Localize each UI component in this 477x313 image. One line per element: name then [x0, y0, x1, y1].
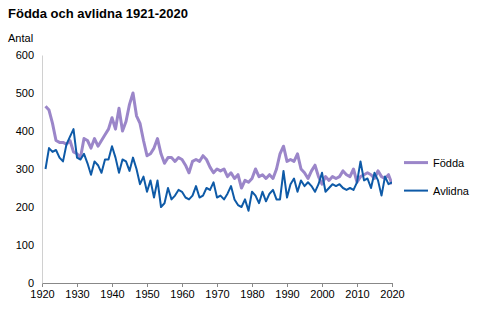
legend-swatch — [404, 190, 428, 192]
y-tick-label: 100 — [16, 239, 34, 251]
x-tick-mark — [112, 283, 113, 287]
y-tick-label: 300 — [16, 163, 34, 175]
x-tick-mark — [182, 283, 183, 287]
x-axis: 1920 1930 1940 1950 1960 1970 1980 1990 2000 2010… — [30, 283, 404, 300]
x-tick-label: 1990 — [275, 288, 299, 300]
x-tick-label: 1980 — [240, 288, 264, 300]
x-tick-mark — [77, 283, 78, 287]
x-tick: 1950 — [135, 283, 159, 300]
y-tick: 400 — [16, 125, 42, 137]
legend-label: Avlidna — [433, 185, 470, 197]
y-tick-label: 600 — [16, 49, 34, 61]
x-tick: 1980 — [240, 283, 264, 300]
line-series — [46, 129, 393, 211]
y-tick-label: 500 — [16, 87, 34, 99]
x-tick-mark — [42, 283, 43, 287]
x-tick-mark — [147, 283, 148, 287]
x-tick: 1960 — [170, 283, 194, 300]
line-series — [46, 93, 393, 188]
x-tick: 1970 — [205, 283, 229, 300]
x-tick-mark — [392, 283, 393, 287]
y-tick: 300 — [16, 163, 42, 175]
title: Födda och avlidna 1921-2020 — [8, 6, 188, 21]
legend: Födda Avlidna — [404, 157, 470, 197]
x-tick: 2020 — [380, 283, 404, 300]
y-tick: 100 — [16, 239, 42, 251]
y-tick: 200 — [16, 201, 42, 213]
y-tick-label: 0 — [28, 277, 34, 289]
y-tick: 600 — [16, 49, 42, 61]
x-tick-mark — [217, 283, 218, 287]
y-tick-label: 400 — [16, 125, 34, 137]
x-tick-mark — [322, 283, 323, 287]
x-tick-label: 1960 — [170, 288, 194, 300]
x-tick-mark — [357, 283, 358, 287]
y-tick: 0 — [28, 277, 42, 289]
y-axis-label: Antal — [8, 32, 33, 44]
x-tick: 1940 — [100, 283, 124, 300]
legend-label: Födda — [433, 157, 465, 169]
plot-area — [46, 93, 393, 211]
x-tick-mark — [252, 283, 253, 287]
y-axis-line — [42, 56, 43, 284]
x-tick-label: 2020 — [380, 288, 404, 300]
x-axis-line — [43, 284, 393, 288]
x-tick: 2000 — [310, 283, 334, 300]
x-tick-label: 2000 — [310, 288, 334, 300]
x-tick-label: 1970 — [205, 288, 229, 300]
y-tick: 500 — [16, 87, 42, 99]
y-tick-label: 200 — [16, 201, 34, 213]
x-tick-label: 1930 — [65, 288, 89, 300]
x-tick-label: 2010 — [345, 288, 369, 300]
y-axis: 0 100 200 300 400 500 600 — [16, 49, 43, 289]
legend-swatch — [404, 161, 428, 164]
chart: Födda och avlidna 1921-2020 Antal 1920 1930… — [0, 0, 477, 313]
x-tick-label: 1920 — [30, 288, 54, 300]
x-tick-label: 1950 — [135, 288, 159, 300]
x-tick-label: 1940 — [100, 288, 124, 300]
x-tick: 1930 — [65, 283, 89, 300]
x-tick: 2010 — [345, 283, 369, 300]
x-tick-mark — [287, 283, 288, 287]
x-tick: 1990 — [275, 283, 299, 300]
